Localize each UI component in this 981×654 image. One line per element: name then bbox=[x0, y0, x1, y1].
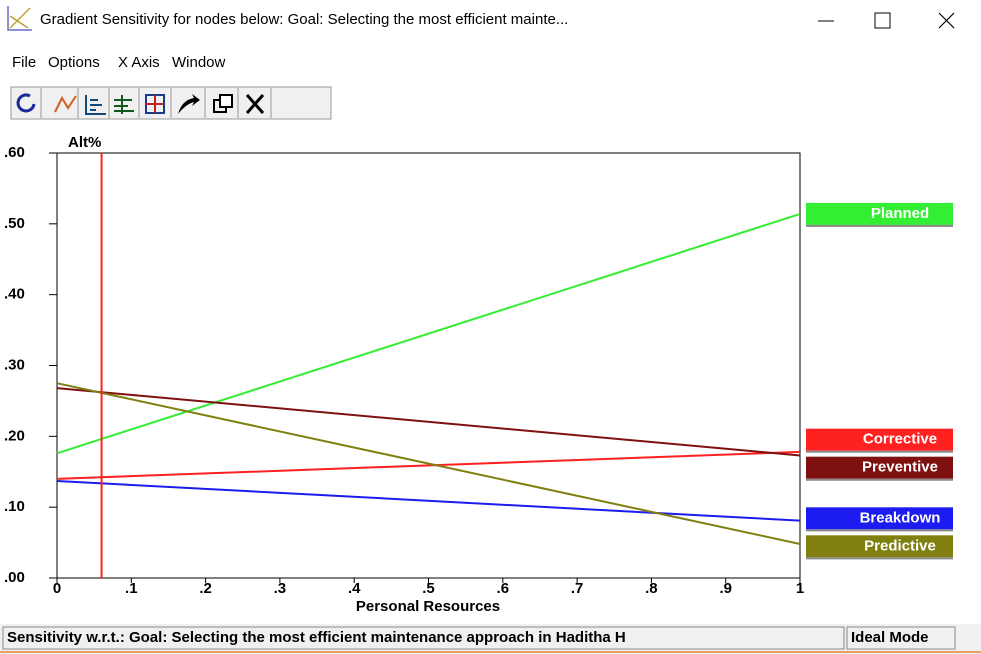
status-text: Sensitivity w.r.t.: Goal: Selecting the … bbox=[7, 629, 626, 646]
x-tick-label: .2 bbox=[199, 580, 212, 597]
plot-area bbox=[56, 152, 801, 579]
series-line bbox=[56, 212, 801, 455]
bars-button[interactable] bbox=[85, 95, 106, 115]
legend-box bbox=[806, 428, 953, 451]
maximize-button[interactable] bbox=[874, 12, 891, 29]
legend-label: Planned bbox=[871, 205, 929, 222]
toolbar bbox=[10, 86, 332, 120]
x-tick-label: .8 bbox=[645, 580, 658, 597]
series-line bbox=[56, 387, 801, 457]
status-panel bbox=[2, 626, 845, 650]
y-tick-label: .60 bbox=[4, 144, 25, 161]
legend-box bbox=[806, 202, 953, 225]
legend-label: Breakdown bbox=[860, 509, 941, 526]
legend-label: Predictive bbox=[864, 537, 936, 554]
legend-label: Corrective bbox=[863, 431, 937, 448]
status-mode: Ideal Mode bbox=[851, 629, 929, 646]
diff-button[interactable] bbox=[114, 95, 134, 114]
close-button[interactable] bbox=[938, 12, 955, 29]
x-tick-label: .3 bbox=[274, 580, 287, 597]
graph-button[interactable] bbox=[54, 95, 77, 113]
legend-box bbox=[806, 535, 953, 558]
x-tick-label: .1 bbox=[125, 580, 138, 597]
x-axis-label: Personal Resources bbox=[356, 598, 500, 615]
grid-button[interactable] bbox=[145, 94, 165, 114]
refresh-button[interactable] bbox=[16, 93, 36, 113]
x-tick-label: .6 bbox=[497, 580, 510, 597]
close-chart-button[interactable] bbox=[245, 94, 265, 114]
x-tick-label: .4 bbox=[348, 580, 361, 597]
menu-item[interactable]: X Axis bbox=[118, 54, 160, 71]
status-panel bbox=[846, 626, 956, 650]
export-button[interactable] bbox=[178, 94, 200, 114]
y-tick-label: .00 bbox=[4, 569, 25, 586]
y-tick-label: .30 bbox=[4, 356, 25, 373]
menu-item[interactable]: Options bbox=[48, 54, 100, 71]
series-line bbox=[56, 382, 801, 545]
y-axis-label: Alt% bbox=[68, 134, 101, 151]
y-tick-label: .10 bbox=[4, 498, 25, 515]
menu-item[interactable]: File bbox=[12, 54, 36, 71]
x-tick-label: 1 bbox=[796, 580, 804, 597]
legend-box bbox=[806, 507, 953, 530]
x-tick-label: .9 bbox=[719, 580, 732, 597]
x-tick-label: 0 bbox=[53, 580, 61, 597]
series-line bbox=[56, 479, 801, 522]
app-icon bbox=[7, 6, 32, 31]
x-tick-label: .5 bbox=[422, 580, 435, 597]
window-title: Gradient Sensitivity for nodes below: Go… bbox=[40, 11, 568, 28]
windows-button[interactable] bbox=[213, 94, 233, 113]
y-tick-label: .20 bbox=[4, 427, 25, 444]
series-line bbox=[56, 450, 801, 480]
x-tick-label: .7 bbox=[571, 580, 584, 597]
menu-item[interactable]: Window bbox=[172, 54, 226, 71]
y-tick-label: .50 bbox=[4, 215, 25, 232]
y-tick-label: .40 bbox=[4, 286, 25, 303]
legend-label: Preventive bbox=[862, 459, 938, 476]
legend-box bbox=[806, 456, 953, 479]
